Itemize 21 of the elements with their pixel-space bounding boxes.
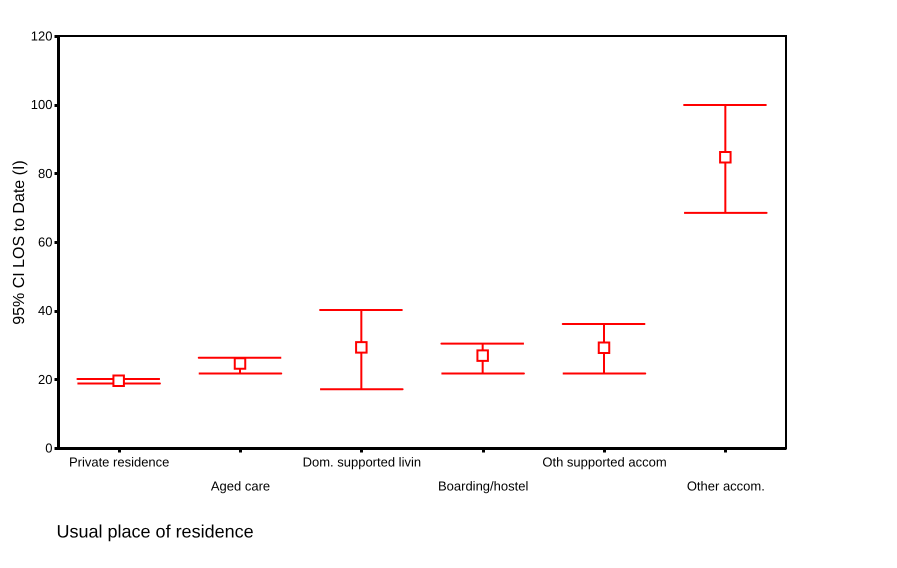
y-tick-label: 20 [38, 372, 52, 387]
x-tick-label: Other accom. [686, 478, 765, 494]
y-tick-label: 120 [30, 28, 52, 44]
y-tick-label: 60 [38, 234, 52, 250]
x-tick-label: Dom. supported livin [302, 454, 422, 470]
x-tick-label: Oth supported accom [542, 454, 667, 470]
x-tick-label: Aged care [210, 478, 270, 494]
point [355, 341, 368, 354]
y-tick-label: 0 [45, 440, 52, 456]
point [234, 357, 246, 370]
point [112, 374, 125, 387]
x-tick-label: Private residence [68, 454, 170, 470]
point [476, 349, 489, 362]
y-axis-title: 95% CI LOS to Date (I) [10, 160, 28, 325]
y-tick-label: 100 [30, 97, 52, 112]
y-tick-label: 40 [38, 303, 52, 318]
y-tick-label: 80 [38, 166, 52, 181]
point [719, 150, 732, 164]
point [598, 342, 610, 354]
x-tick-label: Boarding/hostel [438, 478, 528, 494]
x-axis-title: Usual place of residence [56, 522, 254, 542]
